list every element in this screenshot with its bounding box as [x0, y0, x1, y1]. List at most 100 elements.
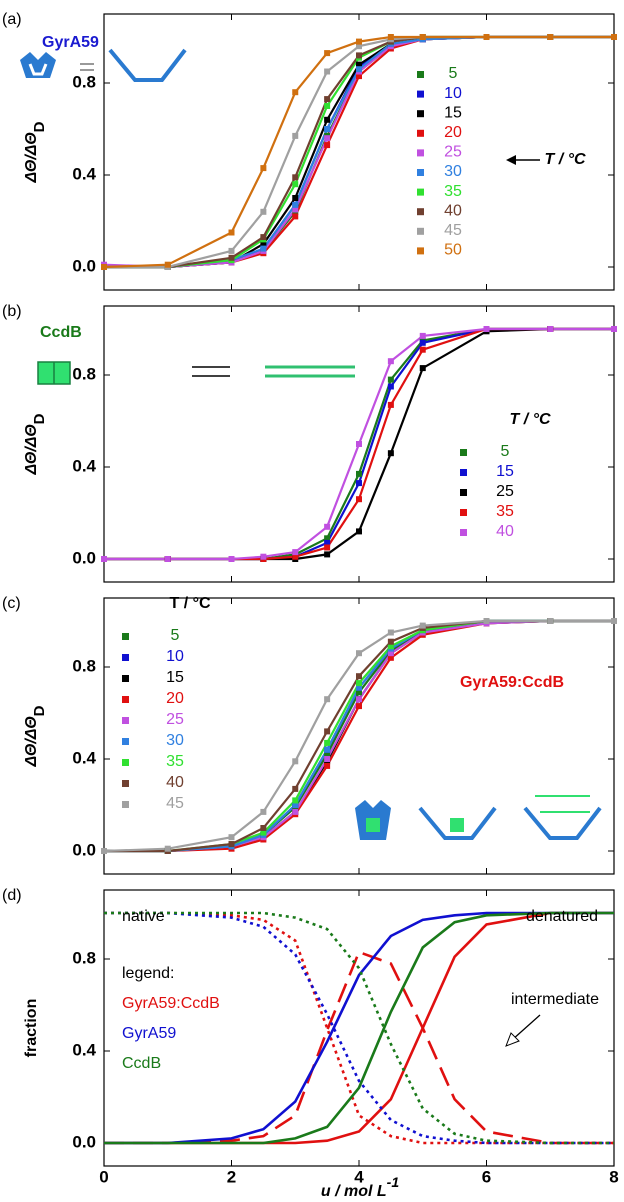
data-point: [387, 643, 394, 650]
data-point: [547, 618, 554, 624]
data-point: [356, 61, 362, 68]
data-point: [260, 829, 267, 836]
data-point: [611, 34, 617, 40]
curve: [104, 911, 614, 1145]
data-point: [164, 261, 171, 268]
data-point: [228, 254, 235, 261]
data-point: [228, 229, 235, 236]
legend-label: 10: [166, 648, 184, 665]
data-point: [419, 332, 426, 339]
legend-label: 50: [444, 242, 462, 259]
data-point: [292, 808, 299, 815]
data-point: [611, 326, 617, 332]
data-point: [324, 746, 331, 753]
annotation: GyrA59: [42, 34, 99, 51]
data-point: [260, 241, 267, 247]
legend-marker: [122, 801, 129, 808]
data-point: [356, 43, 362, 50]
data-point: [356, 73, 362, 80]
data-point: [419, 346, 426, 353]
legend-marker: [122, 633, 129, 640]
y-tick-label: 0.8: [72, 364, 96, 383]
y-tick-label: 0.8: [72, 948, 96, 967]
data-point: [324, 728, 331, 735]
x-tick-label: 0: [99, 1167, 108, 1186]
legend-marker: [122, 738, 129, 745]
x-axis-label-sup: -1: [387, 1174, 400, 1190]
y-axis-label: fraction: [23, 999, 40, 1058]
panel-label: (a): [2, 11, 22, 28]
legend-marker: [460, 449, 467, 456]
legend-label: GyrA59: [122, 1025, 176, 1042]
annotation: intermediate: [511, 991, 599, 1008]
data-point: [419, 34, 426, 40]
fit-line: [103, 619, 614, 853]
panel: (a) 0.0 0.4 0.8 ΔΘ/ΔΘD 5 10 15 20 25 30 35 40 45 50 T /…: [2, 11, 617, 291]
data-point: [324, 696, 331, 703]
data-point: [547, 34, 554, 40]
legend-label: 20: [444, 124, 462, 141]
data-point: [292, 206, 299, 213]
x-tick-label: 2: [227, 1167, 236, 1186]
data-point: [356, 696, 362, 703]
legend-title: T / °C: [509, 411, 551, 428]
legend-marker: [417, 227, 424, 235]
panel-label: (d): [2, 887, 22, 904]
curve: [104, 911, 614, 1145]
data-point: [356, 66, 362, 73]
data-point: [387, 376, 394, 383]
data-point: [356, 703, 362, 710]
y-axis-label-sub: D: [31, 121, 48, 132]
legend-label: 40: [444, 202, 462, 219]
legend-title: T / °C: [544, 151, 586, 168]
data-point: [260, 165, 267, 172]
icon-gyra59: [20, 48, 187, 82]
data-point: [292, 797, 299, 804]
data-point: [356, 496, 362, 503]
x-axis-label-main: u / mol L: [321, 1183, 387, 1200]
legend-label: 30: [444, 163, 462, 180]
legend-label: 25: [496, 483, 514, 500]
data-point: [324, 142, 331, 149]
data-point: [228, 247, 235, 254]
icon-ccdb: [37, 361, 355, 385]
data-point: [356, 480, 362, 487]
data-point: [324, 535, 331, 542]
y-tick-label: 0.4: [72, 748, 96, 767]
legend-label: 30: [166, 732, 184, 749]
legend-marker: [417, 208, 424, 216]
data-point: [419, 339, 426, 346]
data-point: [356, 673, 362, 680]
data-point: [292, 213, 299, 220]
y-axis-label-main: ΔΘ/ΔΘ: [23, 716, 40, 768]
annotation: denatured: [526, 908, 598, 925]
data-point: [324, 68, 331, 75]
data-point: [292, 201, 299, 208]
x-tick-label: 6: [482, 1167, 491, 1186]
data-point: [387, 401, 394, 408]
legend-marker: [122, 759, 129, 766]
data-point: [387, 629, 394, 636]
data-point: [387, 450, 394, 457]
data-point: [292, 802, 299, 808]
legend-marker: [417, 90, 424, 98]
data-point: [228, 556, 235, 562]
legend-label: 35: [166, 753, 184, 770]
legend-marker: [122, 696, 129, 703]
legend-label: 10: [444, 85, 462, 102]
data-point: [324, 103, 331, 109]
y-tick-label: 0.8: [72, 72, 96, 91]
data-point: [483, 326, 490, 332]
annotation: native: [122, 908, 165, 925]
legend-marker: [460, 489, 467, 496]
data-point: [164, 556, 171, 562]
y-tick-label: 0.0: [72, 840, 96, 859]
data-point: [260, 825, 267, 831]
y-tick-label: 0.0: [72, 256, 96, 275]
legend-marker: [417, 129, 424, 137]
data-point: [483, 34, 490, 40]
y-tick-label: 0.0: [72, 548, 96, 567]
legend-title: T / °C: [169, 595, 211, 612]
data-point: [324, 539, 331, 546]
